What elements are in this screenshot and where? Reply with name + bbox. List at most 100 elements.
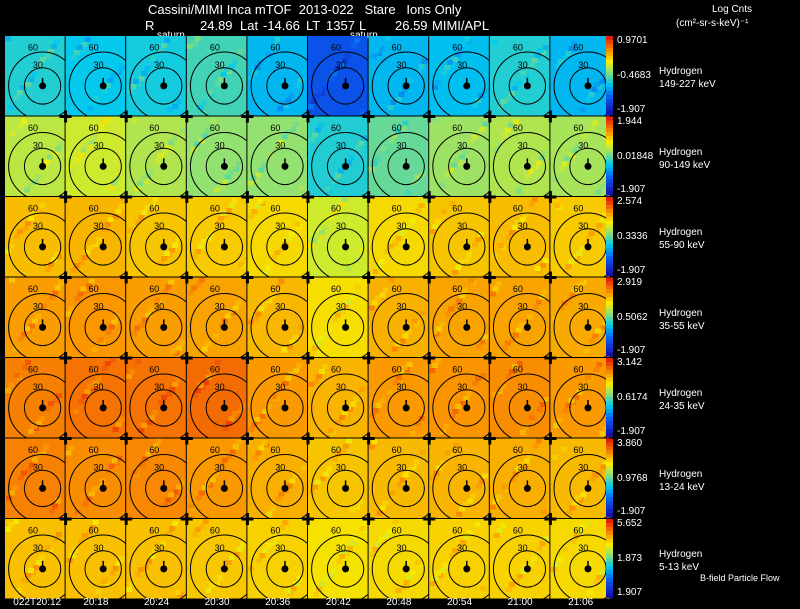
colorbar-segment xyxy=(606,140,613,145)
cell-pixel xyxy=(288,232,295,237)
contour-30 xyxy=(145,147,183,186)
cell-pixel xyxy=(398,231,405,236)
colorbar-segment xyxy=(606,204,613,210)
cell-pixel xyxy=(67,60,74,65)
contour-30-label: 30 xyxy=(396,60,406,70)
time-tick-label: 20:36 xyxy=(265,597,291,608)
contour-60-label: 60 xyxy=(28,525,38,535)
contour-30-label: 30 xyxy=(154,141,164,151)
cell-pixel xyxy=(45,406,51,411)
cell-pixel xyxy=(65,311,72,317)
cell-pixel xyxy=(359,109,365,114)
center-dot xyxy=(463,162,471,170)
cell-pixel xyxy=(19,370,25,375)
cell-pixel xyxy=(175,377,182,382)
cell-pixel xyxy=(32,179,38,185)
center-dot xyxy=(160,243,168,251)
cell-pixel xyxy=(234,54,241,59)
cell-pixel xyxy=(394,128,401,134)
contour-30 xyxy=(23,308,62,347)
cell-pixel xyxy=(312,484,318,490)
cell-pixel xyxy=(309,350,315,356)
colorbar-segment xyxy=(606,373,613,379)
contour-60-label: 60 xyxy=(573,525,583,535)
colorbar-segment xyxy=(606,340,613,345)
cell-pixel xyxy=(385,495,392,501)
cell-pixel xyxy=(86,530,93,535)
cell-pixel xyxy=(377,151,384,157)
contour-30 xyxy=(387,469,425,508)
colorbar-segment xyxy=(606,102,613,108)
cell-pixel xyxy=(92,381,99,386)
cell-pixel xyxy=(561,161,568,167)
contour-60-label: 60 xyxy=(331,364,341,374)
species-label: Hydrogen 90-149 keV xyxy=(659,146,710,172)
cell-pixel xyxy=(535,299,542,305)
cell-pixel xyxy=(504,340,511,346)
cell-pixel xyxy=(527,168,534,174)
cell-pixel xyxy=(382,287,389,293)
center-dot xyxy=(281,323,289,331)
colorbar-segment xyxy=(606,271,613,277)
cell-pixel xyxy=(204,128,211,134)
cell-pixel xyxy=(188,259,195,264)
cell-pixel xyxy=(128,122,135,128)
cell-pixel xyxy=(81,255,88,260)
cell-pixel xyxy=(499,384,506,389)
cell-pixel xyxy=(557,59,564,64)
cell-pixel xyxy=(295,116,302,122)
cell-pixel xyxy=(588,92,595,97)
contour-60-label: 60 xyxy=(149,525,159,535)
cell-pixel xyxy=(395,236,402,241)
cell-pixel xyxy=(329,461,335,467)
cell-pixel xyxy=(55,285,61,291)
cell-pixel xyxy=(321,117,327,123)
cell-pixel xyxy=(187,503,194,509)
cell-pixel xyxy=(589,477,596,483)
cell-pixel xyxy=(575,143,582,149)
cell-pixel xyxy=(160,541,167,546)
colorbar-segment xyxy=(606,228,613,233)
contour-30 xyxy=(145,228,183,266)
cell-pixel xyxy=(460,540,467,545)
contour-30-label: 30 xyxy=(93,302,103,312)
cell-pixel xyxy=(482,121,489,127)
cell-pixel xyxy=(442,177,449,183)
colorbar-max-label: 3.860 xyxy=(617,437,643,449)
cell-pixel xyxy=(17,90,23,95)
contour-30 xyxy=(448,308,486,347)
colorbar-segment xyxy=(606,240,613,245)
cell-pixel xyxy=(220,72,227,77)
cell-pixel xyxy=(66,558,73,563)
cell-pixel xyxy=(269,506,276,512)
cell-pixel xyxy=(72,409,79,414)
cell-pixel xyxy=(194,527,201,532)
cell-pixel xyxy=(51,44,57,49)
cell-pixel xyxy=(132,225,139,230)
cell-pixel xyxy=(495,142,502,148)
cell-pixel xyxy=(538,155,545,161)
cell-pixel xyxy=(559,200,566,205)
contour-30 xyxy=(387,389,425,427)
center-dot xyxy=(220,484,228,492)
cell-pixel xyxy=(194,249,201,254)
cell-pixel xyxy=(148,168,155,174)
cell-pixel xyxy=(265,404,272,409)
cell-pixel xyxy=(39,416,45,421)
cell-pixel xyxy=(5,249,11,254)
cell-pixel xyxy=(112,214,119,219)
colorbar-segment xyxy=(606,224,613,229)
colorbar-segment xyxy=(606,187,613,192)
cell-pixel xyxy=(407,77,414,82)
cell-pixel xyxy=(175,238,182,243)
contour-30 xyxy=(266,147,304,186)
cell-pixel xyxy=(193,141,200,147)
cell-pixel xyxy=(149,415,156,420)
cell-pixel xyxy=(271,394,278,399)
